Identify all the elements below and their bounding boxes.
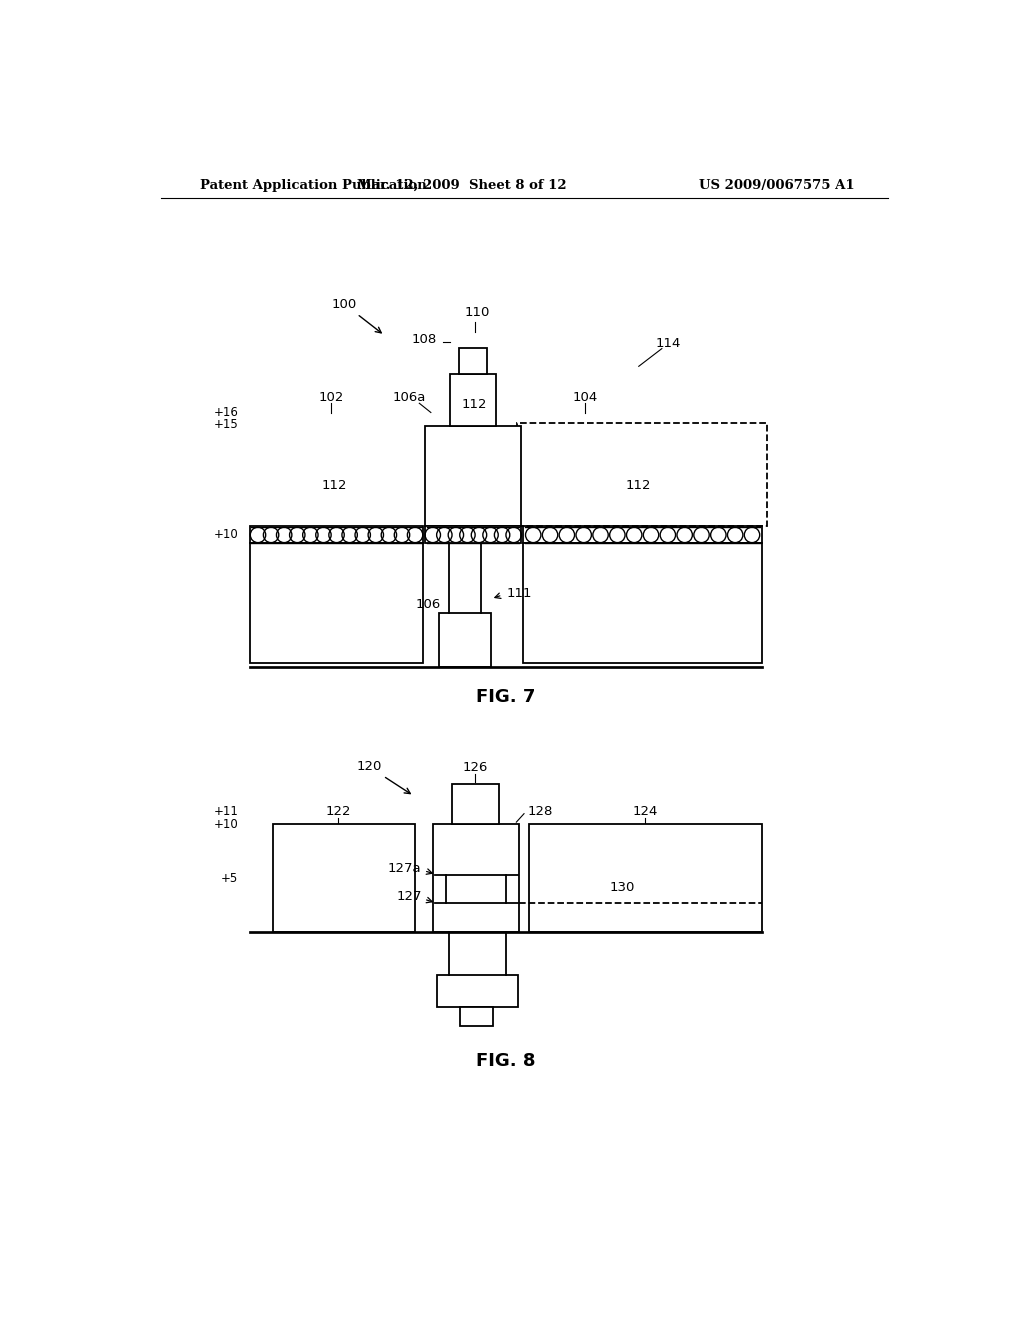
Text: +5: +5 <box>221 871 239 884</box>
Bar <box>425 426 521 527</box>
Text: +15: +15 <box>214 417 239 430</box>
Bar <box>451 374 497 426</box>
Text: +10: +10 <box>214 818 239 832</box>
Text: 128: 128 <box>528 805 553 818</box>
Text: Patent Application Publication: Patent Application Publication <box>200 178 427 191</box>
Text: 120: 120 <box>356 760 382 774</box>
Text: 100: 100 <box>332 298 357 312</box>
Text: +16: +16 <box>213 407 239 418</box>
Text: Mar. 12, 2009  Sheet 8 of 12: Mar. 12, 2009 Sheet 8 of 12 <box>356 178 566 191</box>
Bar <box>523 544 762 663</box>
Text: 124: 124 <box>632 805 657 818</box>
Text: 130: 130 <box>609 880 635 894</box>
Bar <box>437 974 518 1007</box>
Bar <box>529 825 762 932</box>
Text: +11: +11 <box>213 805 239 818</box>
Bar <box>273 825 416 932</box>
Text: +10: +10 <box>214 528 239 541</box>
Bar <box>438 612 490 667</box>
Text: 106: 106 <box>416 598 441 611</box>
Bar <box>523 527 762 544</box>
Bar <box>460 348 487 374</box>
Bar <box>433 825 519 932</box>
Text: 110: 110 <box>464 306 489 319</box>
Bar <box>250 544 423 663</box>
Text: 114: 114 <box>655 337 681 350</box>
Bar <box>425 527 521 544</box>
Text: 122: 122 <box>326 805 351 818</box>
Text: 127: 127 <box>396 890 422 903</box>
Text: FIG. 8: FIG. 8 <box>476 1052 536 1069</box>
Text: 111: 111 <box>506 587 531 601</box>
Bar <box>460 1007 494 1026</box>
Bar <box>453 784 499 825</box>
Text: 112: 112 <box>322 479 347 492</box>
Text: 108: 108 <box>412 333 437 346</box>
Text: FIG. 7: FIG. 7 <box>476 689 536 706</box>
Text: 126: 126 <box>462 760 487 774</box>
Text: 106a: 106a <box>392 391 425 404</box>
Text: 127a: 127a <box>388 862 422 875</box>
Text: 112: 112 <box>626 479 651 492</box>
Text: 102: 102 <box>318 391 343 404</box>
Text: 104: 104 <box>572 391 597 404</box>
Text: 112: 112 <box>462 399 487 412</box>
Text: US 2009/0067575 A1: US 2009/0067575 A1 <box>698 178 854 191</box>
Bar <box>517 422 767 527</box>
Bar <box>250 527 423 544</box>
